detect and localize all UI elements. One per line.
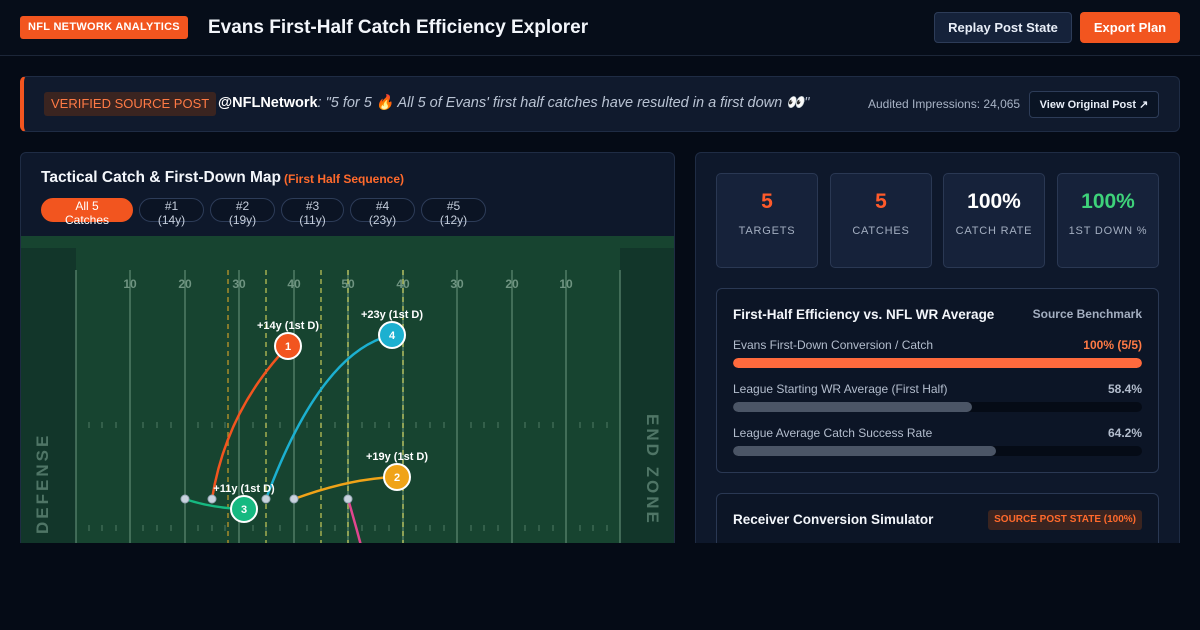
verified-source-badge: VERIFIED SOURCE POST [44, 92, 217, 116]
benchmark-row-value: 64.2% [1107, 426, 1142, 440]
stat-label: 1ST DOWN % [1068, 225, 1148, 237]
filter-catch-5[interactable]: #5 (12y) [421, 198, 486, 227]
stat-first-down-pct: 100% 1ST DOWN % [1057, 173, 1159, 268]
filter-catch-2[interactable]: #2 (19y) [210, 198, 275, 227]
benchmark-row-value: 100% (5/5) [1083, 338, 1142, 352]
yard-label: 10 [123, 277, 137, 291]
filter-catch-4[interactable]: #4 (23y) [350, 198, 415, 227]
left-endzone [21, 248, 76, 551]
end-zone-label: END ZONE [643, 414, 662, 526]
top-bar: NFL NETWORK ANALYTICS Evans First-Half C… [0, 0, 1200, 56]
benchmark-row-label: Evans First-Down Conversion / Catch [733, 338, 934, 352]
stat-value: 5 [875, 190, 887, 213]
catch-marker-number: 2 [394, 472, 400, 484]
stat-catches: 5 CATCHES [830, 173, 932, 268]
stat-value: 100% [967, 190, 1021, 213]
stat-label: TARGETS [738, 225, 796, 237]
stat-value: 5 [761, 190, 773, 213]
catch-label-2: +19y (1st D) [366, 451, 428, 463]
post-text: @NFLNetwork: "5 for 5 🔥 All 5 of Evans' … [218, 94, 809, 112]
tactical-map-panel: Tactical Catch & First-Down Map (First H… [20, 152, 675, 552]
stat-catch-rate: 100% CATCH RATE [943, 173, 1045, 268]
filter-catch-3[interactable]: #3 (11y) [281, 198, 344, 227]
yard-label: 30 [450, 277, 464, 291]
benchmark-row-label: League Starting WR Average (First Half) [733, 382, 948, 396]
first-down-lines [227, 270, 404, 551]
benchmark-row-label: League Average Catch Success Rate [733, 426, 933, 440]
page-title: Evans First-Half Catch Efficiency Explor… [208, 17, 589, 38]
catch-marker-1[interactable]: 1 [274, 332, 302, 360]
catch-marker-2[interactable]: 2 [383, 463, 411, 491]
catch-marker-3[interactable]: 3 [230, 495, 258, 523]
stat-label: CATCH RATE [955, 225, 1033, 237]
map-title: Tactical Catch & First-Down Map [41, 169, 281, 186]
conversion-simulator-card: Receiver Conversion Simulator SOURCE POS… [716, 493, 1159, 551]
benchmark-bar-track [733, 358, 1142, 368]
benchmark-bar-league-catch [733, 446, 996, 456]
route-catch-4 [264, 333, 393, 500]
catch-label-1: +14y (1st D) [257, 320, 319, 332]
benchmark-bar-league-wr [733, 402, 972, 412]
catch-label-3: +11y (1st D) [213, 483, 275, 495]
snap-points [180, 494, 353, 504]
route-catch-1 [210, 345, 289, 500]
yard-label: 20 [178, 277, 192, 291]
simulator-title: Receiver Conversion Simulator [733, 512, 934, 527]
filter-all-catches[interactable]: All 5 Catches [41, 198, 133, 227]
audited-impressions: Audited Impressions: 24,065 [868, 97, 1021, 111]
stat-value: 100% [1081, 190, 1135, 213]
benchmark-card: First-Half Efficiency vs. NFL WR Average… [716, 288, 1159, 473]
defense-endzone-label: DEFENSE [33, 433, 52, 534]
post-quote: : "5 for 5 🔥 All 5 of Evans' first half … [317, 95, 810, 111]
view-original-post-button[interactable]: View Original Post ↗ [1029, 91, 1159, 118]
simulator-state-badge: SOURCE POST STATE (100%) [988, 510, 1142, 530]
yard-label: 30 [232, 277, 246, 291]
football-field-map: 10 20 30 40 50 40 30 20 10 DEFENSE END Z… [21, 236, 674, 551]
benchmark-row-value: 58.4% [1107, 382, 1142, 396]
post-handle[interactable]: @NFLNetwork [218, 95, 318, 111]
replay-post-state-button[interactable]: Replay Post State [934, 12, 1072, 43]
brand-badge: NFL NETWORK ANALYTICS [20, 16, 188, 39]
catch-marker-number: 4 [389, 330, 396, 342]
benchmark-bar-track [733, 402, 1142, 412]
catch-label-4: +23y (1st D) [361, 309, 423, 321]
viewport-bottom [0, 543, 1200, 630]
yard-label: 40 [287, 277, 301, 291]
map-subtitle: (First Half Sequence) [284, 172, 405, 186]
filter-catch-1[interactable]: #1 (14y) [139, 198, 204, 227]
source-post-banner: VERIFIED SOURCE POST @NFLNetwork: "5 for… [20, 76, 1180, 132]
catch-marker-4[interactable]: 4 [378, 321, 406, 349]
stats-panel: 5 TARGETS 5 CATCHES 100% CATCH RATE 100%… [695, 152, 1180, 552]
catch-marker-number: 3 [241, 504, 247, 516]
stat-targets: 5 TARGETS [716, 173, 818, 268]
benchmark-source: Source Benchmark [1032, 307, 1142, 321]
yard-label: 20 [505, 277, 519, 291]
stat-label: CATCHES [852, 225, 910, 237]
catch-marker-number: 1 [285, 341, 291, 353]
right-endzone [620, 248, 674, 551]
benchmark-title: First-Half Efficiency vs. NFL WR Average [733, 307, 995, 322]
yard-label: 10 [559, 277, 573, 291]
export-plan-button[interactable]: Export Plan [1080, 12, 1180, 43]
benchmark-bar-evans [733, 358, 1142, 368]
benchmark-bar-track [733, 446, 1142, 456]
